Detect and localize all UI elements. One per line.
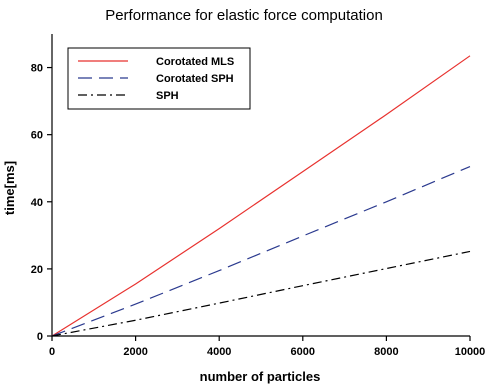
y-axis-label: time[ms] xyxy=(2,161,17,215)
x-tick-label: 6000 xyxy=(291,346,315,358)
axes: 0 2000 4000 6000 8000 10000 0 20 40 60 80 xyxy=(31,34,485,358)
x-tick-label: 0 xyxy=(49,346,55,358)
x-tick-label: 4000 xyxy=(207,346,231,358)
legend-label-3: SPH xyxy=(156,90,179,102)
legend: Corotated MLS Corotated SPH SPH xyxy=(67,47,251,110)
y-tick-label: 80 xyxy=(31,63,43,75)
x-tick-label: 8000 xyxy=(374,346,398,358)
chart-title: Performance for elastic force computatio… xyxy=(105,7,383,24)
series-line-3 xyxy=(51,250,471,337)
y-tick-label: 60 xyxy=(31,130,43,142)
legend-label-2: Corotated SPH xyxy=(156,73,234,85)
legend-box xyxy=(67,47,251,110)
series-layer xyxy=(51,55,471,337)
series-line-1 xyxy=(51,55,471,337)
y-tick-label: 0 xyxy=(37,331,43,343)
y-tick-label: 40 xyxy=(31,197,43,209)
x-tick-label: 2000 xyxy=(123,346,147,358)
series-line-2 xyxy=(51,165,471,337)
y-tick-label: 20 xyxy=(31,264,43,276)
x-tick-label: 10000 xyxy=(455,346,485,358)
x-axis-label: number of particles xyxy=(200,369,321,384)
legend-label-1: Corotated MLS xyxy=(156,56,234,68)
